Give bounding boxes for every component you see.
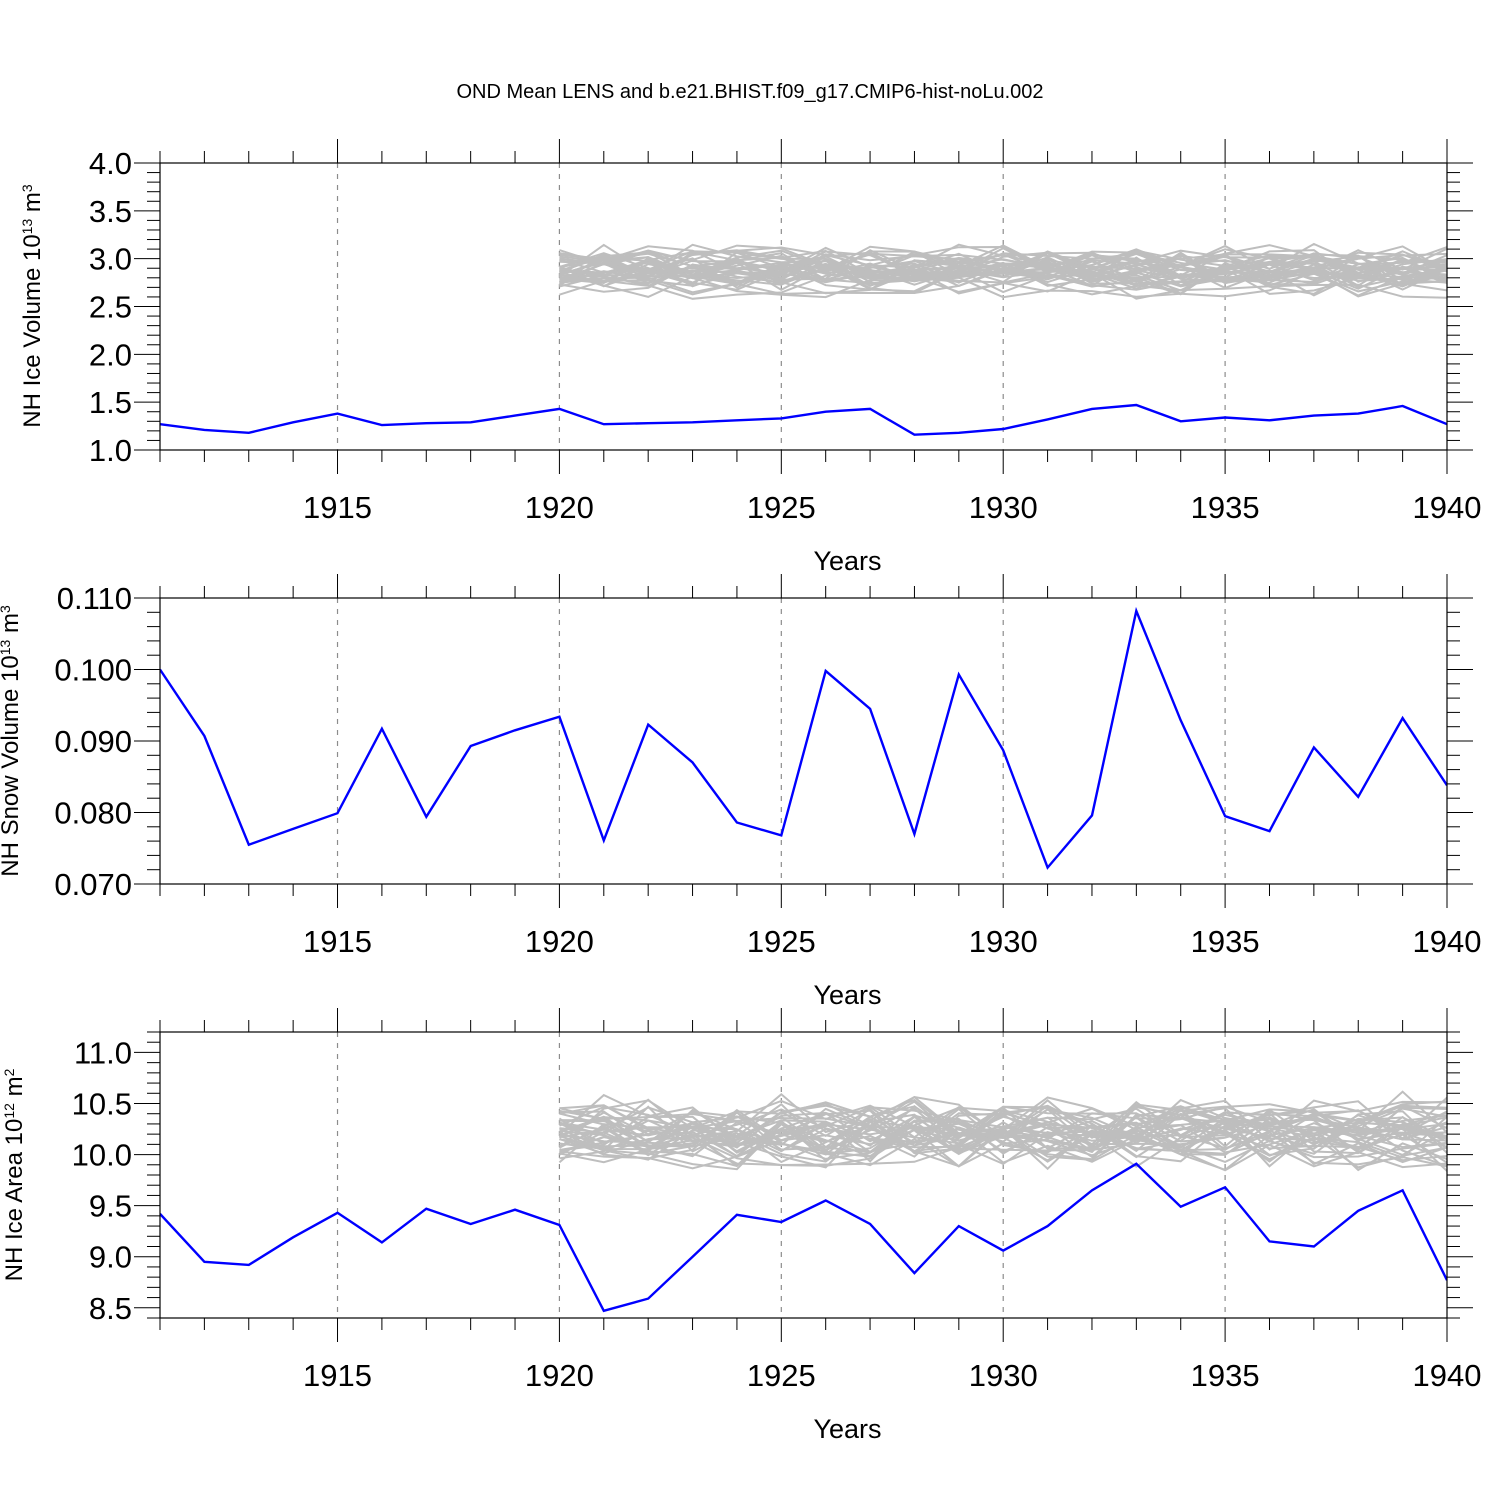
- y-tick-label: 4.0: [89, 146, 132, 181]
- y-axis-label-text: NH Ice Area 10: [1, 1119, 28, 1282]
- y-tick-label: 2.0: [89, 337, 132, 372]
- ensemble-member-line: [559, 252, 1447, 287]
- x-tick-label: 1925: [747, 490, 816, 525]
- y-axis-label: NH Snow Volume 1013 m3: [0, 605, 24, 877]
- ensemble-member-line: [559, 1105, 1447, 1152]
- ensemble-member-line: [559, 252, 1447, 285]
- y-tick-label: 0.100: [54, 653, 132, 688]
- y-axis-label-text: m: [1, 1076, 28, 1103]
- y-axis-label-superscript: 13: [19, 219, 35, 235]
- y-tick-label: 3.0: [89, 242, 132, 277]
- x-tick-label: 1925: [747, 1358, 816, 1393]
- ensemble-member-line: [559, 1114, 1447, 1164]
- y-axis-label-text: NH Snow Volume 10: [0, 655, 24, 876]
- chart-title: OND Mean LENS and b.e21.BHIST.f09_g17.CM…: [457, 81, 1044, 103]
- y-tick-label: 1.5: [89, 385, 132, 420]
- x-tick-label: 1935: [1191, 924, 1260, 959]
- x-axis-label: Years: [813, 1414, 881, 1444]
- y-tick-label: 0.070: [54, 867, 132, 902]
- y-tick-label: 10.0: [72, 1138, 132, 1173]
- ensemble-group: [558, 1090, 1447, 1172]
- y-tick-label: 11.0: [74, 1035, 132, 1070]
- ensemble-group: [558, 242, 1447, 300]
- x-tick-label: 1940: [1413, 490, 1482, 525]
- y-axis-label-text: NH Ice Volume 10: [19, 234, 46, 427]
- y-tick-label: 10.5: [72, 1087, 132, 1122]
- y-tick-label: 9.5: [89, 1189, 132, 1224]
- y-tick-label: 8.5: [89, 1291, 132, 1326]
- observed-series-line: [160, 403, 1447, 436]
- x-tick-label: 1920: [525, 924, 594, 959]
- ensemble-member-line: [558, 1117, 1447, 1166]
- ensemble-member-line: [558, 1098, 1447, 1149]
- x-tick-label: 1915: [303, 924, 372, 959]
- y-tick-label: 0.090: [54, 724, 132, 759]
- x-tick-label: 1940: [1413, 924, 1482, 959]
- y-tick-label: 2.5: [89, 290, 132, 325]
- y-tick-label: 1.0: [89, 433, 132, 468]
- ensemble-member-line: [559, 250, 1447, 286]
- x-tick-label: 1940: [1413, 1358, 1482, 1393]
- observed-series-line: [160, 606, 1447, 870]
- x-tick-label: 1930: [969, 924, 1038, 959]
- x-tick-label: 1930: [969, 1358, 1038, 1393]
- plot-frame: [159, 597, 1448, 885]
- ensemble-member-line: [559, 1110, 1447, 1159]
- y-axis-label-superscript: 3: [0, 605, 13, 613]
- ensemble-member-line: [559, 1127, 1447, 1172]
- x-tick-label: 1920: [525, 1358, 594, 1393]
- y-tick-label: 0.080: [54, 796, 132, 831]
- x-tick-label: 1935: [1191, 1358, 1260, 1393]
- plot-frame: [159, 1031, 1448, 1319]
- panel-ice-area: 1915 1920 1925 1930 1935 1940 8.5 9.0 9.5 10.0 10.…: [1, 1008, 1481, 1444]
- ensemble-member-line: [559, 262, 1447, 297]
- x-tick-label: 1920: [525, 490, 594, 525]
- x-tick-label: 1930: [969, 490, 1038, 525]
- y-axis-label-superscript: 3: [19, 184, 35, 192]
- y-tick-label: 3.5: [89, 194, 132, 229]
- x-tick-label: 1915: [303, 490, 372, 525]
- ensemble-member-line: [559, 1104, 1447, 1153]
- y-axis-label: NH Ice Area 1012 m2: [1, 1068, 28, 1281]
- y-axis-label-superscript: 12: [1, 1103, 17, 1119]
- x-axis-label: Years: [813, 546, 881, 576]
- y-axis-label: NH Ice Volume 1013 m3: [19, 184, 46, 428]
- observed-series-line: [160, 1162, 1447, 1313]
- y-axis-label-text: m: [0, 613, 24, 640]
- y-tick-label: 9.0: [89, 1240, 132, 1275]
- x-tick-label: 1925: [747, 924, 816, 959]
- panel-ice-volume: 1915 1920 1925 1930 1935 1940 1.0 1.5 2.0 2.5 3.0 3…: [19, 139, 1481, 576]
- panel-snow-volume: 1915 1920 1925 1930 1935 1940 0.070 0.080 0.090 0…: [0, 574, 1481, 1010]
- ensemble-member-line: [559, 253, 1447, 287]
- x-tick-label: 1935: [1191, 490, 1260, 525]
- y-axis-label-text: m: [19, 192, 46, 219]
- x-tick-label: 1915: [303, 1358, 372, 1393]
- ensemble-member-line: [559, 1118, 1447, 1167]
- y-tick-label: 0.110: [57, 581, 132, 616]
- x-axis-label: Years: [813, 980, 881, 1010]
- y-axis-label-superscript: 2: [1, 1068, 17, 1076]
- y-axis-label-superscript: 13: [0, 640, 13, 656]
- plot-frame: [159, 162, 1448, 451]
